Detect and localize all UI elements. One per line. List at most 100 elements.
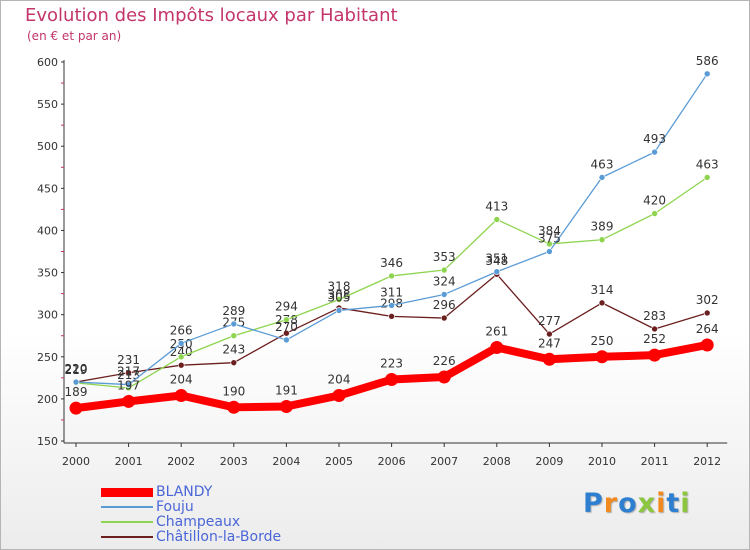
data-point-blandy: [69, 401, 83, 415]
legend-item-chatillon: Châtillon-la-Borde: [101, 529, 331, 545]
data-point-fouju: [703, 70, 711, 78]
data-point-blandy: [279, 399, 293, 413]
data-point-fouju: [125, 381, 132, 388]
data-point-chatillon-la-borde: [703, 309, 711, 317]
data-point-blandy: [122, 394, 136, 408]
logo-letter: t: [666, 488, 681, 519]
data-point-fouju: [72, 378, 80, 386]
legend-swatch-champeaux: [101, 521, 153, 523]
data-point-champeaux: [651, 210, 658, 217]
data-label-fouju: 305: [328, 290, 351, 304]
data-label-champeaux: 463: [696, 157, 719, 171]
data-label-blandy: 204: [170, 373, 193, 387]
data-point-fouju: [493, 268, 501, 276]
data-point-chatillon-la-borde: [546, 330, 553, 338]
legend-label-blandy: BLANDY: [156, 484, 213, 500]
data-point-chatillon-la-borde: [388, 313, 395, 320]
legend-item-fouju: Fouju: [101, 499, 331, 515]
data-point-blandy: [437, 370, 451, 384]
y-tick-label: 200: [37, 393, 58, 406]
y-tick-label: 400: [37, 224, 58, 237]
x-tick-label: 2006: [378, 455, 406, 468]
x-tick-label: 2001: [115, 455, 143, 468]
data-point-chatillon-la-borde: [598, 299, 606, 307]
x-tick-label: 2009: [535, 455, 563, 468]
data-label-fouju: 324: [433, 274, 456, 288]
data-point-chatillon-la-borde: [125, 369, 132, 377]
data-label-fouju: 311: [380, 285, 403, 299]
data-point-blandy: [700, 338, 714, 352]
data-label-champeaux: 219: [65, 363, 88, 377]
data-label-chatillon-la-borde: 240: [170, 345, 193, 359]
data-label-chatillon-la-borde: 231: [117, 353, 140, 367]
data-point-blandy: [595, 350, 609, 364]
y-tick-label: 350: [37, 267, 58, 280]
y-tick-label: 550: [37, 98, 58, 111]
legend-item-champeaux: Champeaux: [101, 514, 331, 530]
y-tick-label: 450: [37, 182, 58, 195]
data-label-blandy: 190: [222, 384, 245, 398]
x-tick-label: 2008: [483, 455, 511, 468]
logo-letter: r: [603, 488, 619, 519]
data-label-fouju: 266: [170, 323, 193, 337]
logo-letter: i: [680, 488, 691, 519]
data-label-chatillon-la-borde: 296: [433, 298, 456, 312]
data-point-chatillon-la-borde: [440, 314, 448, 322]
data-point-blandy: [174, 389, 188, 403]
data-point-fouju: [283, 336, 290, 344]
data-label-blandy: 247: [538, 336, 561, 350]
chart-subtitle: (en € et par an): [27, 29, 122, 43]
data-point-champeaux: [335, 296, 343, 303]
data-point-blandy: [490, 341, 504, 355]
data-label-chatillon-la-borde: 348: [485, 254, 508, 268]
data-label-blandy: 252: [643, 332, 666, 346]
data-label-blandy: 261: [485, 325, 508, 339]
data-label-champeaux: 420: [643, 194, 666, 208]
data-label-blandy: 204: [328, 373, 351, 387]
legend-label-chatillon: Châtillon-la-Borde: [156, 529, 282, 545]
x-tick-label: 2011: [641, 455, 669, 468]
chart-title: Evolution des Impôts locaux par Habitant: [25, 5, 398, 26]
data-point-fouju: [598, 174, 606, 181]
legend-item-blandy: BLANDY: [101, 484, 331, 500]
y-tick-label: 250: [37, 351, 58, 364]
x-tick-label: 2005: [325, 455, 353, 468]
data-point-blandy: [227, 400, 241, 414]
data-label-chatillon-la-borde: 277: [538, 314, 561, 328]
data-label-chatillon-la-borde: 283: [643, 309, 666, 323]
data-label-blandy: 223: [380, 357, 403, 371]
data-point-fouju: [230, 320, 238, 328]
legend-swatch-fouju: [101, 506, 153, 508]
data-label-champeaux: 353: [433, 250, 456, 264]
data-point-fouju: [546, 248, 553, 255]
data-label-champeaux: 294: [275, 300, 298, 314]
y-tick-label: 300: [37, 309, 58, 322]
data-label-fouju: 463: [591, 157, 614, 171]
legend-label-champeaux: Champeaux: [156, 514, 241, 530]
data-point-champeaux: [703, 174, 711, 181]
legend-swatch-chatillon: [101, 536, 153, 538]
x-tick-label: 2002: [167, 455, 195, 468]
y-tick-label: 500: [37, 140, 58, 153]
data-label-fouju: 289: [222, 304, 245, 318]
data-point-chatillon-la-borde: [651, 325, 658, 333]
data-label-champeaux: 413: [485, 200, 508, 214]
data-label-champeaux: 384: [538, 224, 561, 238]
data-point-champeaux: [493, 216, 501, 223]
data-label-fouju: 217: [117, 365, 140, 379]
data-point-champeaux: [440, 266, 448, 274]
legend-label-fouju: Fouju: [156, 499, 194, 515]
data-point-blandy: [542, 352, 556, 366]
data-label-chatillon-la-borde: 220: [65, 362, 88, 376]
data-label-fouju: 586: [696, 54, 719, 68]
data-point-fouju: [440, 291, 448, 298]
data-point-blandy: [648, 348, 662, 362]
data-point-blandy: [385, 373, 399, 387]
data-label-fouju: 220: [65, 362, 88, 376]
data-point-chatillon-la-borde: [177, 361, 185, 369]
data-label-fouju: 351: [485, 252, 508, 266]
data-label-blandy: 226: [433, 354, 456, 368]
data-point-champeaux: [283, 316, 290, 324]
data-label-chatillon-la-borde: 308: [328, 288, 351, 302]
data-label-fouju: 375: [538, 232, 561, 246]
